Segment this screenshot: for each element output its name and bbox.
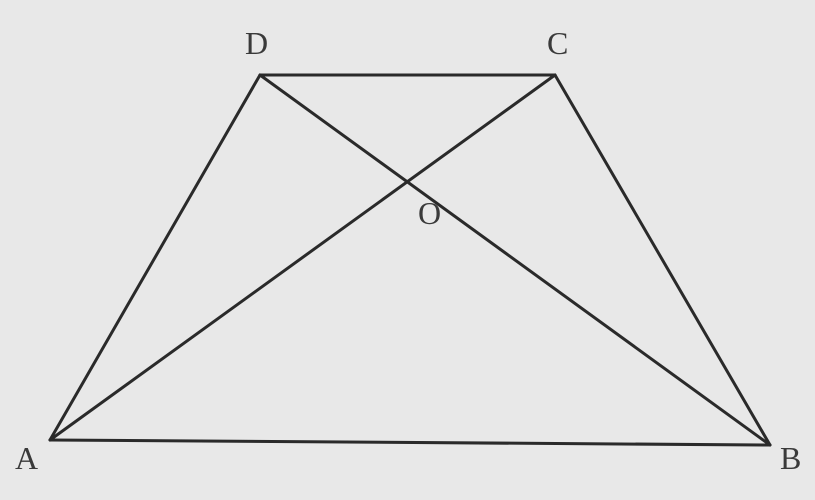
vertex-label-O: O <box>418 195 441 232</box>
vertex-label-B: B <box>780 440 801 477</box>
geometry-diagram <box>0 0 815 500</box>
vertex-label-A: A <box>15 440 38 477</box>
vertex-label-D: D <box>245 25 268 62</box>
vertex-label-C: C <box>547 25 568 62</box>
